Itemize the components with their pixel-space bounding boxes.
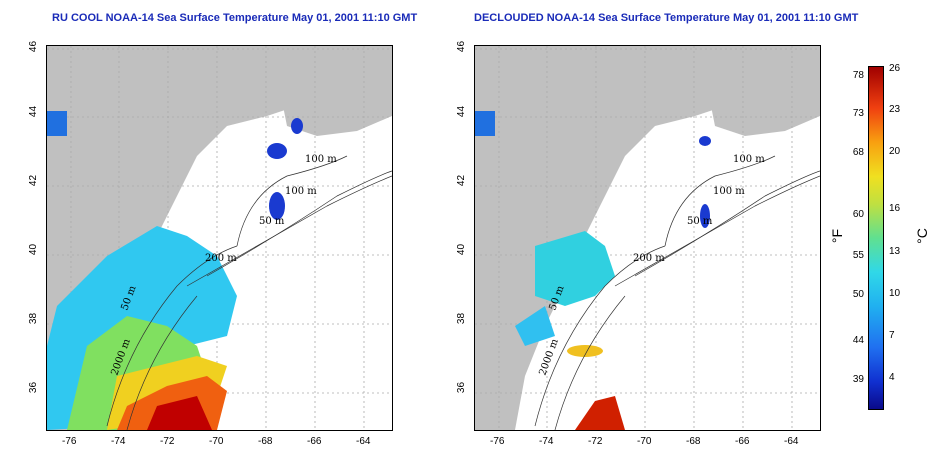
land-mass [475, 46, 820, 430]
x-tick: -66 [307, 436, 322, 447]
contour-label: 50 m [687, 216, 713, 227]
x-tick: -76 [490, 436, 505, 447]
colorbar-f-tick: 44 [852, 335, 864, 346]
land-mass [47, 46, 392, 430]
y-tick: 40 [456, 243, 468, 256]
colorbar-c-tick: 7 [889, 330, 895, 341]
contour-label: 200 m [633, 253, 665, 264]
x-tick: -72 [588, 436, 603, 447]
x-tick: -72 [160, 436, 175, 447]
left-map-title: RU COOL NOAA-14 Sea Surface Temperature … [52, 12, 418, 24]
y-tick: 44 [456, 105, 468, 118]
x-tick: -70 [637, 436, 652, 447]
contour-label: 100 m [713, 186, 745, 197]
colorbar-c-tick: 26 [889, 63, 901, 74]
contour-label: 100 m [285, 186, 317, 197]
sst-gulf-stream [575, 396, 625, 430]
x-tick: -68 [686, 436, 701, 447]
colorbar-c-tick: 16 [889, 203, 901, 214]
contour-label: 2000 m [537, 337, 561, 377]
temperature-colorbar [868, 66, 884, 410]
x-tick: -76 [62, 436, 77, 447]
y-tick: 36 [456, 381, 468, 394]
x-tick: -64 [784, 436, 799, 447]
contour-label: 100 m [733, 154, 765, 165]
colorbar-f-tick: 50 [852, 289, 864, 300]
x-tick: -74 [111, 436, 126, 447]
y-tick: 38 [456, 312, 468, 325]
colorbar-c-tick: 23 [889, 104, 901, 115]
colorbar-c-tick: 13 [889, 246, 901, 257]
colorbar-f-tick: 60 [852, 209, 864, 220]
left-sst-map: 100 m 100 m 50 m 200 m 50 m 2000 m [46, 45, 393, 431]
contour-label: 200 m [205, 253, 237, 264]
x-tick: -64 [356, 436, 371, 447]
right-sst-map: 100 m 100 m 50 m 200 m 50 m 2000 m [474, 45, 821, 431]
nova-scotia [282, 56, 392, 136]
y-tick: 46 [456, 40, 468, 53]
contour-label: 100 m [305, 154, 337, 165]
colorbar-f-tick: 39 [852, 374, 864, 385]
colorbar-c-tick: 4 [889, 372, 895, 383]
y-tick: 40 [28, 243, 40, 256]
x-tick: -68 [258, 436, 273, 447]
colorbar-c-tick: 20 [889, 146, 901, 157]
sst-cold-patch [269, 192, 285, 220]
y-tick: 42 [456, 174, 468, 187]
y-tick: 44 [28, 105, 40, 118]
fahrenheit-unit: °F [829, 228, 846, 244]
celsius-unit: °C [913, 228, 930, 244]
x-tick: -70 [209, 436, 224, 447]
colorbar-f-tick: 78 [852, 70, 864, 81]
y-tick: 38 [28, 312, 40, 325]
colorbar-f-tick: 55 [852, 250, 864, 261]
y-tick: 36 [28, 381, 40, 394]
x-tick: -74 [539, 436, 554, 447]
colorbar-f-tick: 73 [852, 108, 864, 119]
sst-shelf [535, 231, 615, 306]
contour-label: 50 m [259, 216, 285, 227]
colorbar-f-tick: 68 [852, 147, 864, 158]
colorbar-c-tick: 10 [889, 288, 901, 299]
right-map-title: DECLOUDED NOAA-14 Sea Surface Temperatur… [474, 12, 859, 24]
y-tick: 46 [28, 40, 40, 53]
x-tick: -66 [735, 436, 750, 447]
y-tick: 42 [28, 174, 40, 187]
